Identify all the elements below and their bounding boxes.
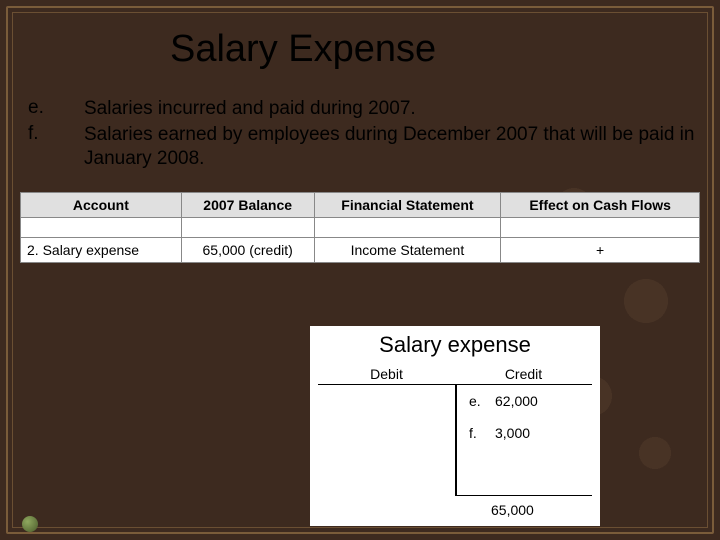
cell-blank bbox=[501, 218, 700, 238]
list-item-text: Salaries incurred and paid during 2007. bbox=[84, 97, 700, 121]
cell-balance: 65,000 (credit) bbox=[181, 238, 314, 263]
entry-label: f. bbox=[469, 425, 487, 441]
col-balance: 2007 Balance bbox=[181, 193, 314, 218]
list-item-text: Salaries earned by employees during Dece… bbox=[84, 123, 700, 171]
credit-label: Credit bbox=[455, 366, 592, 382]
t-account-divider bbox=[455, 385, 457, 495]
cell-account: 2. Salary expense bbox=[21, 238, 182, 263]
col-statement: Financial Statement bbox=[314, 193, 501, 218]
table-row bbox=[21, 218, 700, 238]
col-account: Account bbox=[21, 193, 182, 218]
slide-content: Salary Expense e. Salaries incurred and … bbox=[20, 20, 700, 520]
list-item: f. Salaries earned by employees during D… bbox=[28, 123, 700, 171]
col-cashflow: Effect on Cash Flows bbox=[501, 193, 700, 218]
entry-amount: 3,000 bbox=[495, 425, 530, 441]
debit-total bbox=[318, 502, 455, 518]
credit-total: 65,000 bbox=[455, 502, 592, 518]
decorative-bullet-icon bbox=[22, 516, 38, 532]
t-account: Salary expense Debit Credit e. 62,000 f.… bbox=[310, 326, 600, 526]
debit-label: Debit bbox=[318, 366, 455, 382]
entry-amount: 62,000 bbox=[495, 393, 538, 409]
cell-blank bbox=[21, 218, 182, 238]
credit-cell: f. 3,000 bbox=[455, 425, 592, 441]
summary-table: Account 2007 Balance Financial Statement… bbox=[20, 192, 700, 263]
list-item-label: e. bbox=[28, 97, 84, 121]
cell-statement: Income Statement bbox=[314, 238, 501, 263]
entry-label: e. bbox=[469, 393, 487, 409]
t-account-header: Debit Credit bbox=[318, 364, 592, 385]
t-account-title: Salary expense bbox=[318, 332, 592, 358]
cell-blank bbox=[181, 218, 314, 238]
table-row: 2. Salary expense 65,000 (credit) Income… bbox=[21, 238, 700, 263]
page-title: Salary Expense bbox=[170, 28, 700, 71]
bullet-list: e. Salaries incurred and paid during 200… bbox=[28, 97, 700, 170]
cell-cashflow: + bbox=[501, 238, 700, 263]
t-account-body: e. 62,000 f. 3,000 bbox=[318, 385, 592, 495]
list-item: e. Salaries incurred and paid during 200… bbox=[28, 97, 700, 121]
cell-blank bbox=[314, 218, 501, 238]
list-item-label: f. bbox=[28, 123, 84, 171]
t-account-total: 65,000 bbox=[318, 496, 592, 518]
table-header-row: Account 2007 Balance Financial Statement… bbox=[21, 193, 700, 218]
credit-cell: e. 62,000 bbox=[455, 393, 592, 409]
